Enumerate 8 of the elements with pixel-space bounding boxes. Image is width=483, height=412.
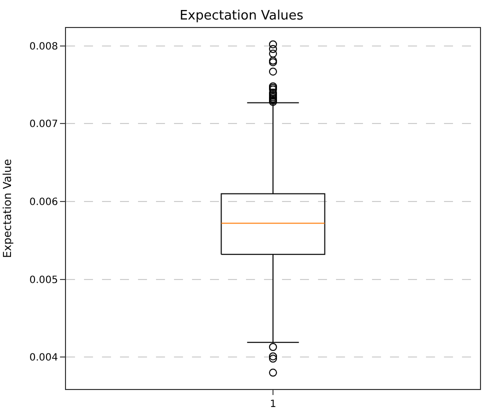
y-axis-title: Expectation Value: [1, 158, 14, 258]
y-tick-label: 0.008: [29, 41, 58, 52]
chart-title: Expectation Values: [180, 8, 304, 24]
y-tick-label: 0.005: [29, 274, 58, 286]
y-tick-label: 0.007: [29, 119, 58, 130]
y-tick-label: 0.006: [29, 197, 58, 208]
x-tick-label: 1: [270, 399, 276, 410]
y-tick-label: 0.004: [29, 352, 58, 364]
